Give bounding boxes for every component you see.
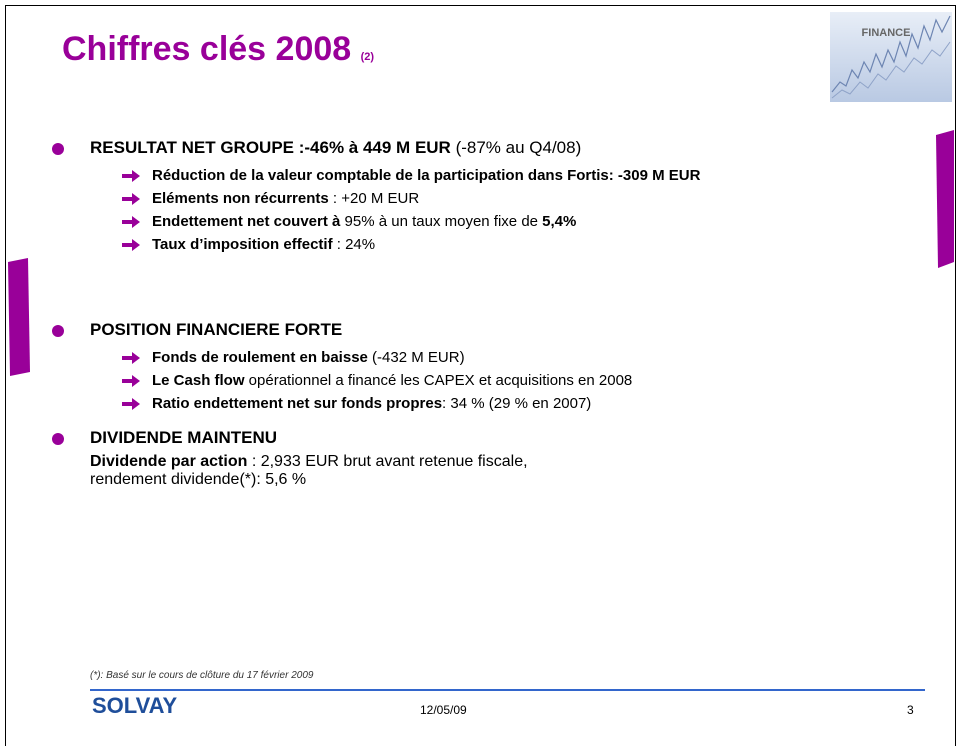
slide-frame	[5, 5, 956, 746]
accent-bar	[8, 258, 30, 376]
text-run: POSITION FINANCIERE FORTE	[90, 320, 343, 339]
title: Chiffres clés 2008 (2)	[62, 30, 374, 69]
arrow-bullet	[122, 352, 140, 364]
section-heading: RESULTAT NET GROUPE :-46% à 449 M EUR (-…	[90, 138, 581, 158]
arrow-bullet	[122, 398, 140, 410]
arrow-bullet	[122, 239, 140, 251]
sub-item: Endettement net couvert à 95% à un taux …	[152, 213, 576, 230]
paragraph-line: rendement dividende(*): 5,6 %	[90, 471, 306, 489]
text-run: opérationnel a financé les CAPEX et acqu…	[244, 372, 633, 389]
section-heading: POSITION FINANCIERE FORTE	[90, 320, 342, 340]
text-run: Le Cash flow	[152, 372, 245, 389]
sub-item: Réduction de la valeur comptable de la p…	[152, 167, 700, 184]
text-run: Dividende par action	[90, 453, 248, 470]
bullet	[52, 325, 64, 337]
paragraph-line: Dividende par action : 2,933 EUR brut av…	[90, 453, 528, 471]
text-run: : +20 M EUR	[328, 190, 420, 207]
text-run: rendement dividende(*): 5,6 %	[90, 471, 307, 488]
footer-brand: SOLVAY	[92, 693, 178, 718]
text-run: Taux d’imposition effectif	[152, 236, 333, 253]
badge-label: FINANCE	[862, 27, 911, 39]
text-run: : 2,933 EUR brut avant retenue fiscale,	[247, 453, 528, 470]
footer-date: 12/05/09	[420, 703, 467, 717]
sub-item: Le Cash flow opérationnel a financé les …	[152, 372, 632, 389]
bullet	[52, 143, 64, 155]
decorations	[8, 130, 954, 691]
text-run: : 34 % (29 % en 2007)	[442, 395, 592, 412]
arrow-bullet	[122, 375, 140, 387]
text-run: Eléments non récurrents	[152, 190, 329, 207]
text-run: DIVIDENDE MAINTENU	[90, 428, 278, 447]
accent-bar	[936, 130, 954, 268]
title-text: Chiffres clés 2008	[62, 30, 352, 68]
footer-page: 3	[907, 703, 914, 717]
arrow-bullet	[122, 170, 140, 182]
text-run: : 24%	[332, 236, 376, 253]
finance-badge: FINANCE	[830, 12, 952, 102]
section-heading: DIVIDENDE MAINTENU	[90, 428, 277, 448]
sub-item: Fonds de roulement en baisse (-432 M EUR…	[152, 349, 465, 366]
footnote: (*): Basé sur le cours de clôture du 17 …	[90, 670, 314, 681]
slide: Chiffres clés 2008 (2) FINANCE (*): Basé…	[5, 5, 956, 746]
text-run: Endettement net couvert à	[152, 213, 341, 230]
text-run: Fonds de roulement en baisse	[152, 349, 368, 366]
text-run: Ratio endettement net sur fonds propres	[152, 395, 443, 412]
text-run: (-87% au Q4/08)	[450, 138, 582, 157]
arrow-bullet	[122, 193, 140, 205]
text-run: 95% à un taux moyen fixe de	[340, 213, 543, 230]
text-run: RESULTAT NET GROUPE :-46% à 449 M EUR	[90, 138, 451, 157]
arrow-bullet	[122, 216, 140, 228]
sub-item: Taux d’imposition effectif : 24%	[152, 236, 375, 253]
sub-item: Ratio endettement net sur fonds propres:…	[152, 395, 591, 412]
sub-item: Eléments non récurrents : +20 M EUR	[152, 190, 419, 207]
bullet	[52, 433, 64, 445]
title-note: (2)	[360, 51, 375, 63]
text-run: Réduction de la valeur comptable de la p…	[152, 167, 701, 184]
text-run: (-432 M EUR)	[367, 349, 465, 366]
text-run: 5,4%	[542, 213, 577, 230]
